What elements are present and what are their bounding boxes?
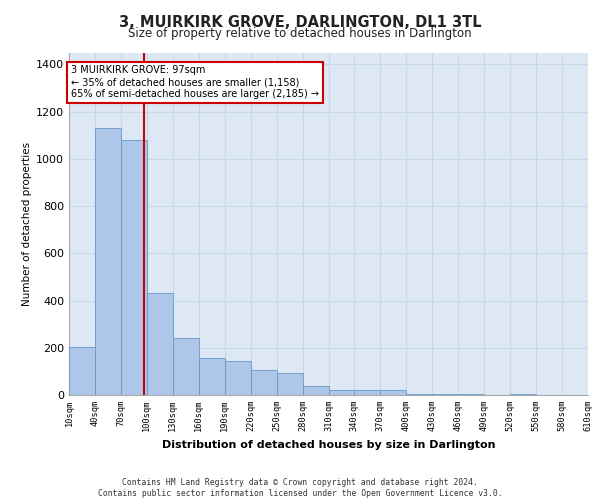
Text: 3, MUIRKIRK GROVE, DARLINGTON, DL1 3TL: 3, MUIRKIRK GROVE, DARLINGTON, DL1 3TL [119,15,481,30]
Bar [147,294,173,395]
Bar [329,390,355,395]
Bar [69,346,95,395]
Bar [277,372,302,395]
X-axis label: Distribution of detached houses by size in Darlington: Distribution of detached houses by size … [162,440,495,450]
Bar [302,386,329,395]
Bar [355,390,380,395]
Bar [433,394,458,395]
Bar [380,390,406,395]
Bar [225,361,251,395]
Bar [199,358,224,395]
Bar [510,394,536,395]
Text: Size of property relative to detached houses in Darlington: Size of property relative to detached ho… [128,28,472,40]
Bar [121,140,147,395]
Y-axis label: Number of detached properties: Number of detached properties [22,142,32,306]
Bar [406,394,433,395]
Bar [458,394,484,395]
Text: 3 MUIRKIRK GROVE: 97sqm
← 35% of detached houses are smaller (1,158)
65% of semi: 3 MUIRKIRK GROVE: 97sqm ← 35% of detache… [71,66,319,98]
Bar [251,370,277,395]
Bar [173,338,199,395]
Bar [95,128,121,395]
Text: Contains HM Land Registry data © Crown copyright and database right 2024.
Contai: Contains HM Land Registry data © Crown c… [98,478,502,498]
